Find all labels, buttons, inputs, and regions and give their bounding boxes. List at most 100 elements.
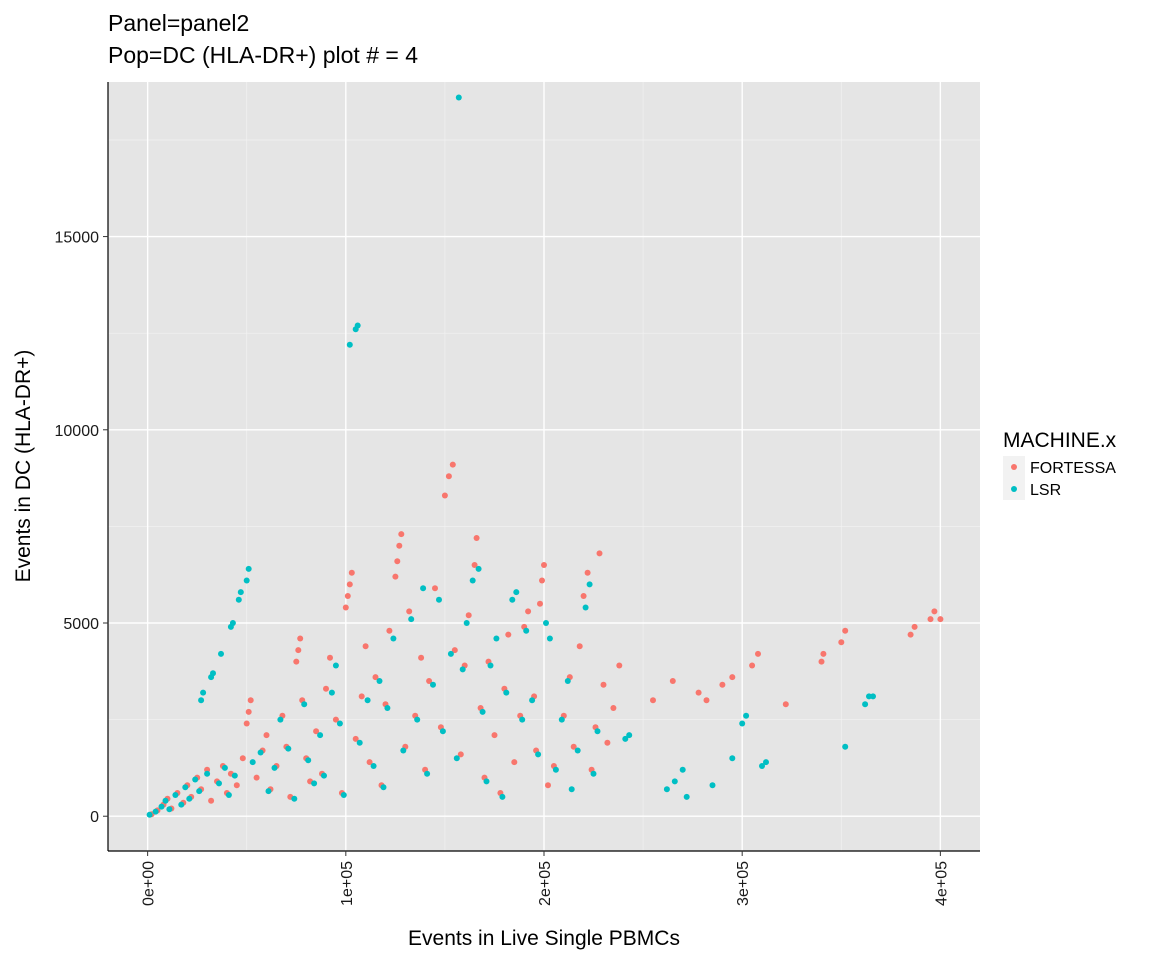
data-point-lsr	[200, 689, 207, 696]
data-point-fortessa	[818, 658, 825, 665]
legend-key-fortessa	[1011, 464, 1017, 470]
data-point-fortessa	[703, 697, 710, 704]
data-point-fortessa	[525, 608, 532, 615]
data-point-lsr	[229, 620, 236, 626]
data-point-lsr	[146, 811, 153, 818]
data-point-lsr	[354, 322, 361, 329]
data-point-lsr	[743, 712, 750, 719]
x-tick-label: 2e+05	[537, 861, 554, 906]
data-point-lsr	[231, 772, 238, 779]
data-point-lsr	[249, 759, 256, 766]
data-point-lsr	[842, 743, 849, 750]
data-point-fortessa	[358, 693, 365, 700]
data-point-lsr	[192, 776, 199, 783]
data-point-fortessa	[755, 650, 761, 657]
data-point-lsr	[862, 701, 869, 708]
data-point-lsr	[483, 778, 490, 785]
data-point-lsr	[626, 732, 633, 739]
data-point-fortessa	[208, 797, 215, 804]
data-point-lsr	[162, 797, 169, 804]
data-point-fortessa	[719, 681, 726, 688]
data-point-lsr	[523, 627, 530, 634]
data-point-lsr	[582, 604, 589, 611]
data-point-lsr	[574, 747, 581, 754]
data-point-lsr	[414, 716, 421, 723]
data-point-lsr	[364, 697, 371, 704]
data-point-lsr	[679, 766, 686, 773]
data-point-lsr	[346, 341, 353, 348]
legend-label-lsr: LSR	[1030, 482, 1061, 499]
data-point-lsr	[235, 596, 242, 603]
data-point-fortessa	[695, 689, 702, 696]
data-point-fortessa	[616, 662, 623, 669]
data-point-fortessa	[600, 681, 607, 688]
data-point-lsr	[519, 716, 526, 723]
data-point-lsr	[763, 759, 769, 766]
data-point-fortessa	[471, 562, 478, 568]
data-point-lsr	[210, 670, 216, 677]
data-point-lsr	[729, 755, 736, 762]
data-point-lsr	[204, 770, 211, 777]
data-point-lsr	[535, 751, 542, 758]
data-point-fortessa	[596, 550, 603, 557]
data-point-fortessa	[491, 732, 498, 739]
data-point-fortessa	[348, 569, 355, 576]
legend-title: MACHINE.x	[1003, 429, 1117, 452]
data-point-lsr	[221, 764, 228, 771]
data-point-lsr	[671, 778, 678, 785]
data-point-lsr	[463, 620, 470, 626]
data-point-fortessa	[247, 697, 254, 704]
y-tick-label: 0	[90, 809, 99, 826]
data-point-lsr	[590, 770, 597, 777]
data-point-lsr	[529, 697, 536, 704]
data-point-lsr	[594, 728, 601, 735]
data-point-fortessa	[838, 639, 845, 646]
data-point-fortessa	[842, 627, 849, 634]
data-point-lsr	[709, 782, 716, 789]
data-point-lsr	[564, 678, 571, 684]
data-point-lsr	[277, 716, 284, 723]
data-point-fortessa	[342, 604, 349, 611]
data-point-fortessa	[937, 616, 944, 623]
data-point-fortessa	[782, 701, 789, 708]
data-point-fortessa	[243, 720, 250, 727]
data-point-fortessa	[352, 735, 359, 742]
data-point-lsr	[469, 577, 476, 584]
data-point-fortessa	[327, 654, 333, 661]
data-point-fortessa	[253, 774, 260, 781]
data-point-lsr	[420, 585, 427, 592]
data-point-fortessa	[820, 650, 827, 657]
data-point-fortessa	[418, 654, 425, 661]
data-point-lsr	[503, 689, 510, 696]
data-point-fortessa	[441, 492, 448, 499]
y-tick-label: 15000	[55, 230, 100, 247]
data-point-lsr	[305, 757, 312, 764]
data-point-fortessa	[580, 593, 587, 599]
legend: MACHINE.x FORTESSA LSR	[1003, 429, 1117, 500]
data-point-fortessa	[604, 739, 611, 746]
data-point-lsr	[568, 786, 575, 793]
data-point-lsr	[376, 678, 383, 684]
data-point-lsr	[243, 577, 250, 584]
data-point-lsr	[424, 770, 431, 777]
data-point-lsr	[182, 784, 189, 791]
data-point-lsr	[513, 589, 520, 596]
y-tick-label: 10000	[55, 423, 100, 440]
data-point-fortessa	[584, 569, 591, 576]
data-point-fortessa	[295, 647, 302, 654]
data-point-lsr	[321, 772, 327, 779]
data-point-lsr	[245, 565, 252, 572]
data-point-lsr	[436, 596, 442, 603]
data-point-lsr	[453, 755, 460, 762]
data-point-fortessa	[537, 600, 543, 607]
data-point-fortessa	[392, 573, 399, 580]
data-point-fortessa	[233, 782, 240, 789]
data-point-fortessa	[541, 562, 547, 568]
data-point-lsr	[663, 786, 670, 793]
data-point-lsr	[683, 793, 690, 800]
chart-subtitle: Pop=DC (HLA-DR+) plot # = 4	[108, 42, 418, 68]
x-tick-label: 3e+05	[735, 861, 752, 906]
data-point-lsr	[475, 565, 482, 572]
legend-key-lsr	[1011, 486, 1017, 492]
